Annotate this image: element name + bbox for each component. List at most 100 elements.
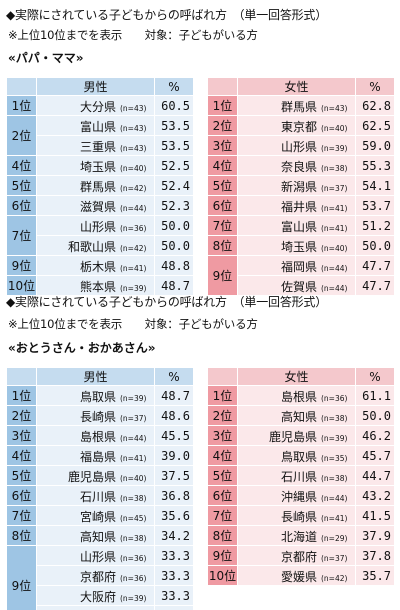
percent-value: 34.2 [154,525,194,546]
rank-cell: 9位 [207,255,238,296]
sample-size: (n=43) [120,124,147,133]
prefecture-name: 宮崎県 [79,510,116,524]
prefecture-name: 福岡県 [280,260,317,274]
sample-size: (n=41) [321,224,348,233]
prefecture-name: 新潟県 [280,180,317,194]
table-row: 3位 山形県 (n=39) 59.0 [207,135,395,156]
prefecture-cell: 富山県 (n=41) [237,215,356,236]
prefecture-cell: 石川県 (n=38) [237,465,356,486]
rank-cell: 6位 [6,485,37,506]
header-percent: % [154,367,194,386]
prefecture-cell: 富山県 (n=43) [36,115,155,136]
prefecture-name: 佐賀県 [280,280,317,294]
category-label: «おとうさん・おかあさん» [8,341,156,355]
rank-cell: 4位 [6,155,37,176]
prefecture-cell: 三重県 (n=43) [36,135,155,156]
percent-value: 41.5 [355,505,395,526]
header-row: 男性% [6,77,194,96]
header-row: 女性% [207,367,395,386]
prefecture-name: 山形県 [280,140,317,154]
sample-size: (n=38) [321,414,348,423]
prefecture-name: 北海道 [280,530,317,544]
percent-value: 50.0 [355,235,395,256]
table-row: 7位 富山県 (n=41) 51.2 [207,215,395,236]
prefecture-cell: 京都府 (n=36) [36,565,155,586]
table-row: 5位 群馬県 (n=42) 52.4 [6,175,194,196]
header-blank [207,77,238,96]
rank-cell: 2位 [6,115,37,156]
percent-value: 54.1 [355,175,395,196]
prefecture-name: 福井県 [280,200,317,214]
prefecture-name: 滋賀県 [79,200,116,214]
rank-cell: 8位 [207,525,238,546]
prefecture-name: 東京都 [280,120,317,134]
rank-cell: 1位 [6,385,37,406]
rank-cell: 2位 [6,405,37,426]
rank-cell: 7位 [207,505,238,526]
table-row: 10位 愛媛県 (n=42) 35.7 [207,565,395,586]
sample-size: (n=44) [321,284,348,293]
prefecture-cell: 福井県 (n=41) [237,195,356,216]
prefecture-cell: 滋賀県 (n=44) [36,195,155,216]
percent-value: 50.0 [154,235,194,256]
rank-cell: 4位 [6,445,37,466]
sample-size: (n=42) [321,574,348,583]
sample-size: (n=41) [321,204,348,213]
table-row: 9位 栃木県 (n=41) 48.8 [6,255,194,276]
table-row: 8位 埼玉県 (n=40) 50.0 [207,235,395,256]
table-row: 三重県 (n=43) 53.5 [7,135,194,156]
prefecture-name: 島根県 [79,430,116,444]
sample-size: (n=37) [321,554,348,563]
prefecture-name: 富山県 [280,220,317,234]
percent-value: 45.7 [355,445,395,466]
prefecture-name: 石川県 [79,490,116,504]
prefecture-name: 長崎県 [79,410,116,424]
section-title: ◆実際にされている子どもからの呼ばれ方 （単一回答形式） [6,8,328,22]
sample-size: (n=43) [321,104,348,113]
prefecture-cell: 福島県 (n=41) [36,445,155,466]
sample-size: (n=42) [120,184,147,193]
prefecture-name: 群馬県 [79,180,116,194]
prefecture-name: 高知県 [79,530,116,544]
percent-value: 62.8 [355,95,395,116]
prefecture-cell: 東京都 (n=40) [237,115,356,136]
prefecture-name: 京都府 [79,570,116,584]
prefecture-cell: 埼玉県 (n=40) [237,235,356,256]
percent-value: 53.7 [355,195,395,216]
rank-cell: 7位 [6,215,37,256]
prefecture-name: 鳥取県 [280,450,317,464]
percent-value: 33.3 [154,565,194,586]
percent-value: 50.0 [154,215,194,236]
prefecture-name: 福島県 [79,450,116,464]
percent-value: 37.9 [355,525,395,546]
rank-cell: 9位 [6,255,37,276]
male-ranking-table: 男性% 1位 大分県 (n=43) 60.5 2位 富山県 (n=43) 53.5 三重県 (n=4… [6,77,194,296]
rank-cell: 6位 [207,485,238,506]
table-row: 4位 鳥取県 (n=35) 45.7 [207,445,395,466]
sample-size: (n=36) [120,224,147,233]
sample-size: (n=36) [120,554,147,563]
prefecture-cell: 京都府 (n=37) [237,545,356,566]
prefecture-cell: 和歌山県 (n=42) [36,235,155,256]
rank-cell: 8位 [6,525,37,546]
header-percent: % [355,77,395,96]
sample-size: (n=36) [120,574,147,583]
prefecture-cell: 広島県(n=39) [36,605,155,610]
prefecture-cell: 宮崎県 (n=45) [36,505,155,526]
table-row: 4位 埼玉県 (n=40) 52.5 [6,155,194,176]
header-percent: % [154,77,194,96]
table-row: 2位 東京都 (n=40) 62.5 [207,115,395,136]
sample-size: (n=40) [120,474,147,483]
prefecture-name: 栃木県 [79,260,116,274]
prefecture-name: 愛媛県 [280,570,317,584]
rank-cell: 2位 [207,115,238,136]
rank-cell: 5位 [207,175,238,196]
table-row: 広島県(n=39)33.3 [7,605,194,610]
prefecture-cell: 山形県 (n=36) [36,545,155,566]
prefecture-name: 石川県 [280,470,317,484]
sample-size: (n=38) [120,494,147,503]
header-blank [6,77,37,96]
percent-value: 48.7 [154,275,194,296]
sample-size: (n=38) [321,474,348,483]
prefecture-name: 和歌山県 [67,240,116,254]
